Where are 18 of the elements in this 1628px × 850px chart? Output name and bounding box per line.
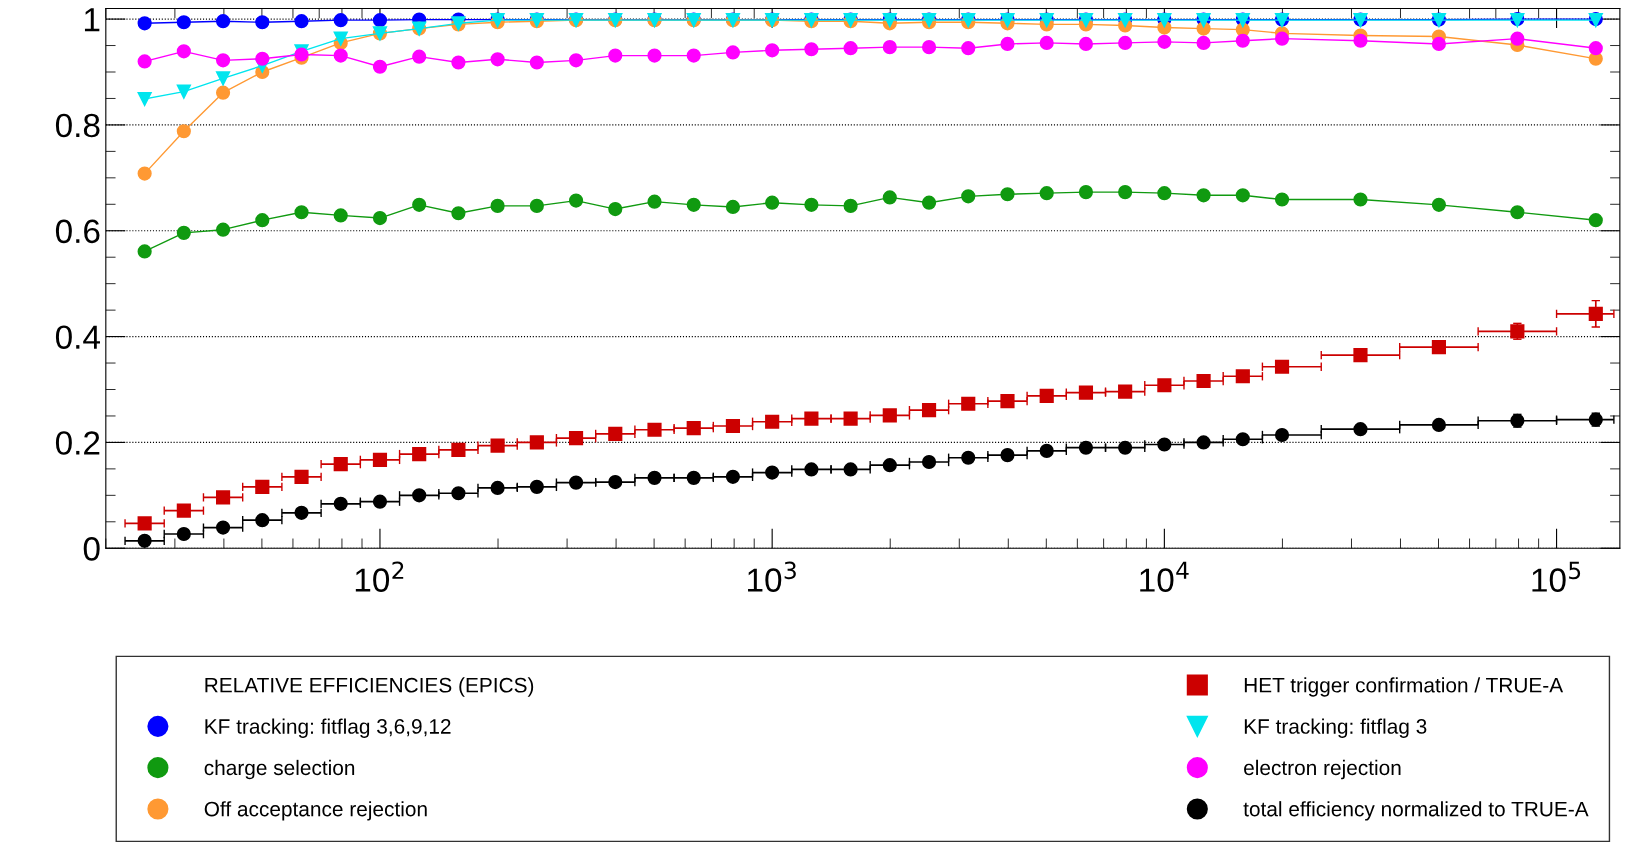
legend-label: KF tracking: fitflag 3,6,9,12 [205, 718, 451, 738]
x-tick-label: 10$^{2}$ [355, 561, 404, 592]
legend-label: electron rejection [1244, 759, 1401, 780]
legend-label: KF tracking: fitflag 3 [1244, 718, 1427, 738]
legend-label: HET trigger confirmation / TRUE-A [1244, 677, 1564, 697]
x-tick-label: 10$^{4}$ [1140, 561, 1189, 592]
y-tick-label: 0.4 [55, 325, 100, 349]
x-tick-label: 10$^{3}$ [748, 561, 796, 592]
legend-label: total efficiency normalized to TRUE-A [1243, 801, 1589, 821]
y-tick-label: 0.8 [55, 113, 100, 138]
y-tick-label: 0.6 [55, 219, 100, 244]
y-tick-label: 0.2 [55, 431, 100, 455]
legend-label: charge selection [204, 759, 355, 780]
legend-title: RELATIVE EFFICIENCIES (EPICS) [205, 677, 534, 697]
legend-label: Off acceptance rejection [204, 801, 427, 821]
x-tick-label: 10$^{5}$ [1532, 561, 1581, 592]
y-tick-label: 1 [84, 8, 100, 32]
y-tick-label: 0 [83, 537, 100, 561]
